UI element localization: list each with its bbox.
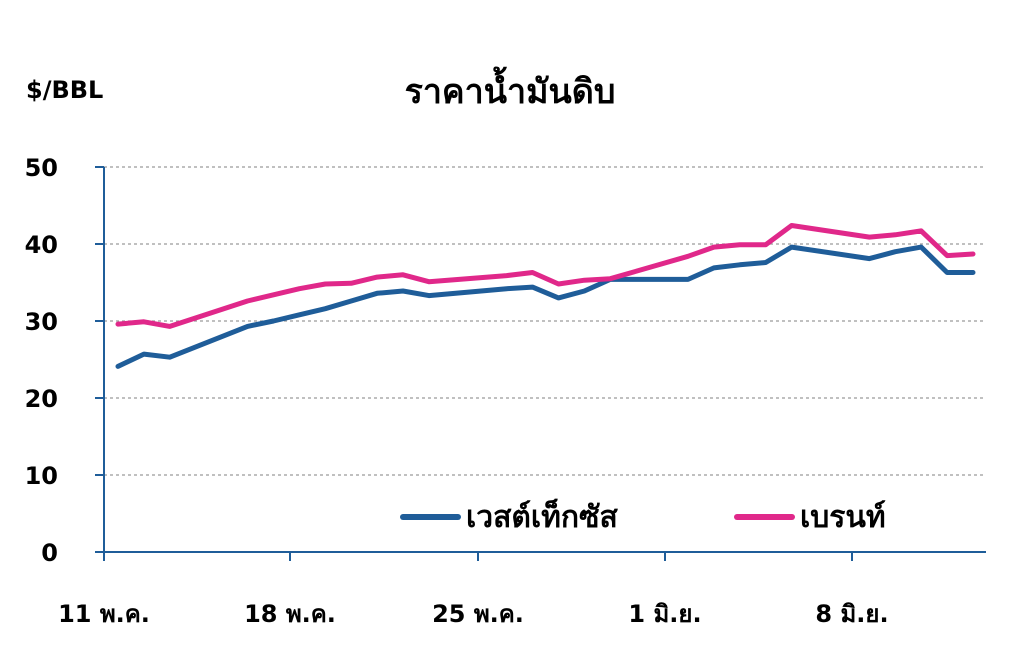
x-tick-label-4: 8 มิ.ย. [815, 600, 888, 628]
legend-label-0: เวสต์เท็กซัส [466, 498, 618, 535]
legend: เวสต์เท็กซัส เบรนท์ [400, 498, 886, 535]
y-tick-label-0: 0 [41, 539, 58, 567]
gridlines [104, 166, 986, 476]
series-lines [115, 223, 976, 369]
chart-title: ราคาน้ำมันดิบ [405, 66, 616, 112]
x-tick-label-2: 25 พ.ค. [432, 600, 524, 628]
y-tick-label-30: 30 [25, 308, 58, 336]
y-tick-labels: 0 10 20 30 40 50 [25, 154, 58, 567]
y-tick-label-20: 20 [25, 385, 58, 413]
y-tick-label-50: 50 [25, 154, 58, 182]
y-tick-label-10: 10 [25, 462, 58, 490]
series-line-1 [115, 223, 976, 329]
legend-label-1: เบรนท์ [800, 500, 886, 535]
axes [95, 166, 986, 561]
y-tick-label-40: 40 [25, 231, 58, 259]
x-tick-label-1: 18 พ.ค. [244, 600, 336, 628]
x-tick-label-0: 11 พ.ค. [58, 600, 150, 628]
y-axis-unit-label: $/BBL [26, 76, 103, 104]
x-tick-label-3: 1 มิ.ย. [628, 600, 701, 628]
x-tick-labels: 11 พ.ค. 18 พ.ค. 25 พ.ค. 1 มิ.ย. 8 มิ.ย. [58, 600, 889, 628]
series-line-0 [115, 244, 976, 369]
